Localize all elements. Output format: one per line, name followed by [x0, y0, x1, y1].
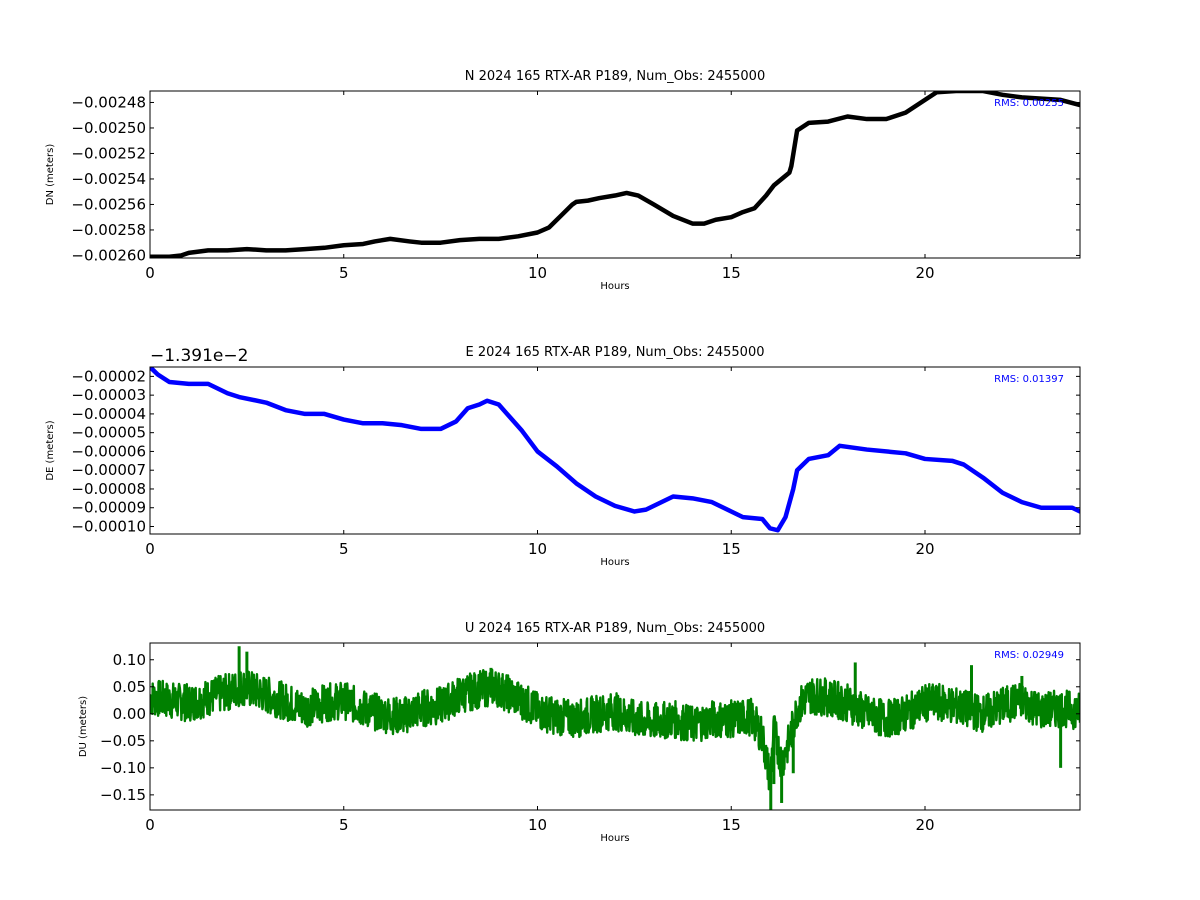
ytick-label-n-4: −0.00256	[71, 195, 146, 213]
axes-frame-e	[149, 366, 1081, 535]
ytick-label-e-7: −0.00009	[71, 499, 146, 517]
series-line-n	[150, 91, 1080, 258]
xtick-label-e-2: 10	[528, 540, 547, 558]
ytick-label-u-5: −0.15	[100, 786, 146, 804]
xtick-label-n-4: 20	[915, 264, 934, 282]
axes-frame-u	[149, 642, 1081, 811]
ytick-label-n-6: −0.00260	[71, 246, 146, 264]
ytick-label-e-6: −0.00008	[71, 480, 146, 498]
axes-frame-n	[149, 90, 1081, 259]
ylabel-u: DU (meters)	[78, 696, 89, 757]
ytick-label-e-0: −0.00002	[71, 367, 146, 385]
panel-u: 0 5 10 15 20 0.10 0.05 0.00 −0.05 −0.10 −0.15 U 202…	[78, 621, 1081, 844]
ytick-label-e-3: −0.00005	[71, 424, 146, 442]
ytick-label-e-2: −0.00004	[71, 405, 146, 423]
ylabel-n: DN (meters)	[45, 144, 56, 206]
ytick-label-e-4: −0.00006	[71, 442, 146, 460]
xtick-label-e-4: 20	[915, 540, 934, 558]
title-e: E 2024 165 RTX-AR P189, Num_Obs: 2455000	[466, 345, 765, 360]
ytick-label-e-8: −0.00010	[71, 517, 146, 535]
ytick-label-e-1: −0.00003	[71, 386, 146, 404]
ytick-label-u-0: 0.10	[113, 651, 146, 669]
offset-label-e: −1.391e−2	[150, 346, 248, 366]
xtick-label-u-2: 10	[528, 816, 547, 834]
series-e	[150, 367, 1080, 533]
xtick-label-e-3: 15	[722, 540, 741, 558]
series-line-e	[150, 367, 1080, 533]
panel-n: 0 5 10 15 20 −0.00248 −0.00250 −0.00252 −0.00254…	[45, 69, 1081, 292]
ytick-label-n-3: −0.00254	[71, 170, 146, 188]
xtick-label-n-1: 5	[339, 264, 349, 282]
title-u: U 2024 165 RTX-AR P189, Num_Obs: 2455000	[465, 621, 765, 636]
ytick-label-u-1: 0.05	[113, 678, 146, 696]
ytick-label-n-5: −0.00258	[71, 221, 146, 239]
xtick-label-u-4: 20	[915, 816, 934, 834]
series-line-u	[150, 668, 1080, 791]
xtick-label-n-0: 0	[145, 264, 155, 282]
ytick-label-e-5: −0.00007	[71, 461, 146, 479]
xlabel-u: Hours	[600, 833, 629, 844]
xlabel-e: Hours	[600, 557, 629, 568]
title-n: N 2024 165 RTX-AR P189, Num_Obs: 2455000	[465, 69, 765, 84]
ytick-label-u-3: −0.05	[100, 732, 146, 750]
xlabel-n: Hours	[600, 281, 629, 292]
series-n	[150, 91, 1080, 258]
ytick-label-u-2: 0.00	[113, 705, 146, 723]
ylabel-e: DE (meters)	[45, 420, 56, 480]
xtick-label-n-2: 10	[528, 264, 547, 282]
ytick-label-u-4: −0.10	[100, 759, 146, 777]
xtick-label-e-1: 5	[339, 540, 349, 558]
ytick-label-n-1: −0.00250	[71, 119, 146, 137]
xtick-label-u-1: 5	[339, 816, 349, 834]
xtick-label-u-0: 0	[145, 816, 155, 834]
rms-label-n: RMS: 0.00255	[994, 98, 1064, 109]
xtick-label-u-3: 15	[722, 816, 741, 834]
series-u	[150, 646, 1080, 810]
ytick-label-n-0: −0.00248	[71, 93, 146, 111]
rms-label-u: RMS: 0.02949	[994, 650, 1064, 661]
panel-e: 0 5 10 15 20 −0.00002−0.00003−0.00004−0.00005…	[45, 345, 1081, 568]
xtick-label-e-0: 0	[145, 540, 155, 558]
xtick-label-n-3: 15	[722, 264, 741, 282]
ytick-label-n-2: −0.00252	[71, 144, 146, 162]
rms-label-e: RMS: 0.01397	[994, 374, 1064, 385]
